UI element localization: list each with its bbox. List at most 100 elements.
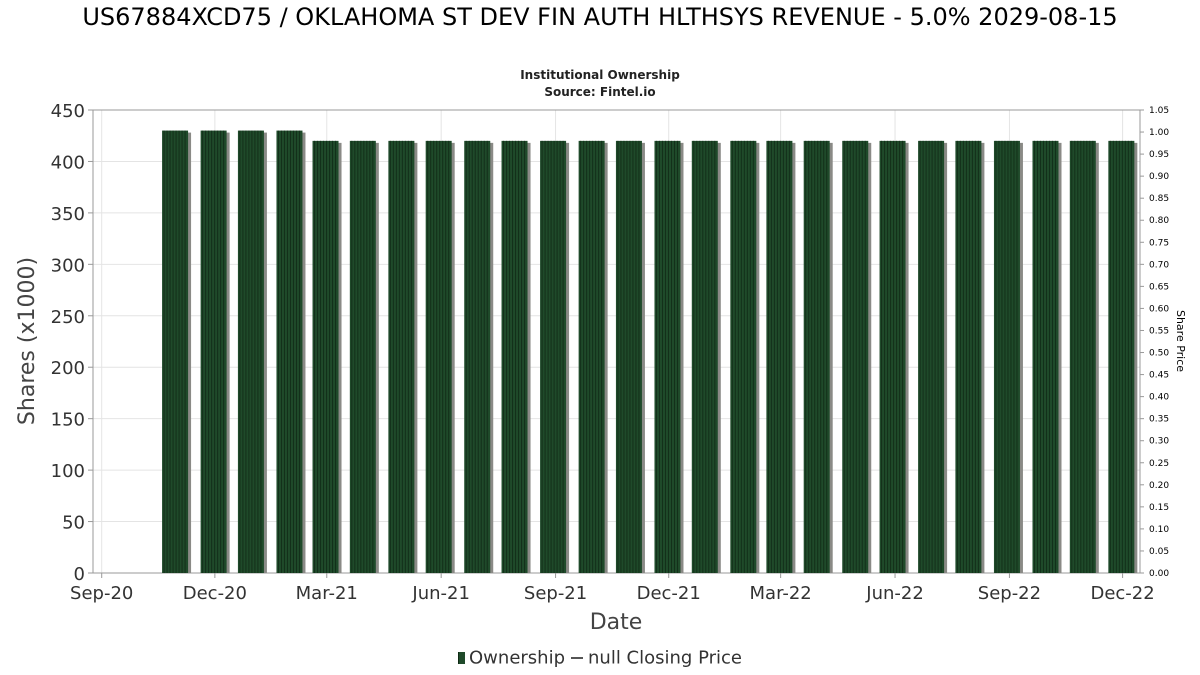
bar-body [388,140,415,573]
ownership-bar [464,140,491,573]
y2-tick-label: 0.25 [1149,459,1169,469]
ownership-bar [540,140,567,573]
chart-title: US67884XCD75 / OKLAHOMA ST DEV FIN AUTH … [82,3,1118,31]
bar-body [237,130,264,574]
ownership-bar [993,140,1020,573]
y2-tick-label: 0.35 [1149,415,1169,425]
y2-tick-label: 0.95 [1149,150,1169,160]
left-axis-ticks: 0 50 100 150 200 250 300 350 400 450 [51,101,93,585]
y2-tick-label: 0.65 [1149,282,1169,292]
y-tick-label: 100 [51,461,85,482]
ownership-bar [1108,140,1135,573]
y2-tick-label: 1.00 [1149,128,1169,138]
y2-tick-label: 0.10 [1149,525,1169,535]
bar-body [654,140,681,573]
ownership-bar [691,140,718,573]
bar-body [615,140,642,573]
x-tick-label: Dec-20 [183,583,247,604]
x-tick-label: Mar-21 [296,583,358,604]
bar-body [578,140,605,573]
y2-tick-label: 0.75 [1149,238,1169,248]
bar-body [1032,140,1059,573]
bar-body [540,140,567,573]
y-tick-label: 400 [51,152,85,173]
bar-body [766,140,793,573]
y2-tick-label: 0.45 [1149,371,1169,381]
y2-tick-label: 0.40 [1149,393,1169,403]
ownership-bar [955,140,982,573]
y2-tick-label: 0.60 [1149,304,1169,314]
ownership-bar [730,140,757,573]
bar-body [276,130,303,574]
x-tick-label: Jun-22 [865,583,924,604]
bar-body [349,140,376,573]
price-legend-line [571,657,584,659]
ownership-bar [200,130,227,574]
x-tick-label: Jun-21 [411,583,470,604]
y-tick-label: 300 [51,255,85,276]
bar-body [730,140,757,573]
y2-tick-label: 0.90 [1149,172,1169,182]
bar-body [1069,140,1096,573]
y-tick-label: 450 [51,101,85,122]
y-tick-label: 200 [51,358,85,379]
y2-tick-label: 0.20 [1149,481,1169,491]
ownership-bar [578,140,605,573]
right-axis-ticks: 0.00 0.05 0.10 0.15 0.20 0.25 0.30 0.35 0.40 0.45… [1140,106,1169,579]
bar-body [200,130,227,574]
legend-ownership-label: Ownership [469,647,566,669]
ownership-bar [162,130,189,574]
chart-source: Source: Fintel.io [544,85,656,99]
x-tick-label: Mar-22 [750,583,812,604]
bar-body [425,140,452,573]
y-tick-label: 250 [51,307,85,328]
y2-tick-label: 0.85 [1149,194,1169,204]
ownership-bar [312,140,339,573]
y2-tick-label: 0.80 [1149,216,1169,226]
bar-body [955,140,982,573]
x-tick-label: Dec-21 [637,583,701,604]
bar-body [918,140,945,573]
legend-price-label: null Closing Price [588,647,742,669]
y-tick-label: 350 [51,204,85,225]
x-tick-label: Sep-22 [978,583,1041,604]
ownership-bar [1032,140,1059,573]
y2-tick-label: 0.70 [1149,260,1169,270]
x-tick-label: Sep-20 [70,583,133,604]
bar-body [993,140,1020,573]
ownership-bar [237,130,264,574]
y2-tick-label: 0.15 [1149,503,1169,513]
ownership-bar [276,130,303,574]
y-tick-label: 50 [62,513,85,534]
ownership-bars [162,130,1138,574]
y2-tick-label: 0.00 [1149,569,1169,579]
ownership-bar [425,140,452,573]
ownership-bar [654,140,681,573]
bar-body [803,140,830,573]
x-axis-ticks: Sep-20 Dec-20 Mar-21 Jun-21 Sep-21 Dec-21 Mar-… [70,573,1155,604]
y-tick-label: 0 [74,564,85,585]
y2-tick-label: 0.30 [1149,437,1169,447]
chart-subtitle: Institutional Ownership [520,68,680,82]
ownership-bar [918,140,945,573]
x-tick-label: Sep-21 [524,583,587,604]
y2-tick-label: 0.05 [1149,547,1169,557]
bar-body [879,140,906,573]
y2-tick-label: 0.55 [1149,326,1169,336]
y2-tick-label: 0.50 [1149,349,1169,359]
ownership-bar [842,140,869,573]
bar-body [501,140,528,573]
ownership-bar [349,140,376,573]
bar-body [691,140,718,573]
ownership-bar [803,140,830,573]
bar-body [1108,140,1135,573]
y-axis-title: Shares (x1000) [15,257,40,425]
bar-body [464,140,491,573]
ownership-bar [388,140,415,573]
x-axis-title: Date [590,610,643,635]
bar-body [312,140,339,573]
legend: Ownership null Closing Price [0,647,1200,669]
ownership-bar [766,140,793,573]
ownership-bar [501,140,528,573]
